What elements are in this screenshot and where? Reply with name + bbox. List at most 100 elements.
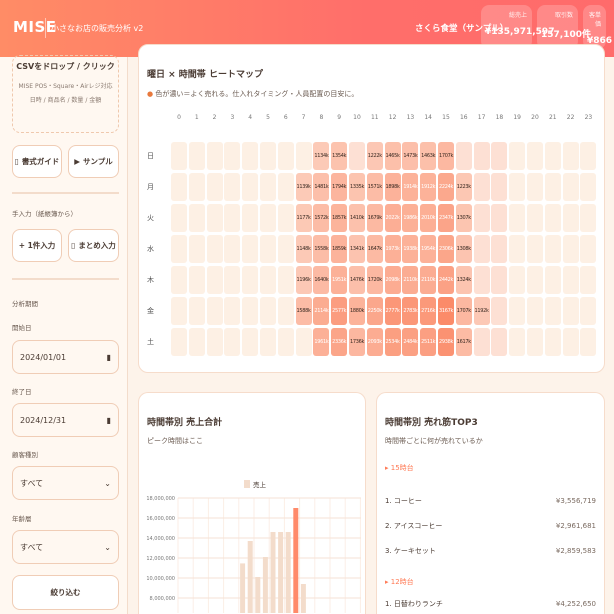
heatmap-cell[interactable]: 2511k (420, 328, 437, 356)
heatmap-cell[interactable] (562, 204, 579, 232)
bar-16h[interactable] (300, 584, 306, 613)
sample-button[interactable]: ▶ サンプル (68, 145, 119, 178)
heatmap-cell[interactable]: 1912k (420, 173, 437, 201)
bar-13h[interactable] (278, 532, 284, 613)
heatmap-cell[interactable] (562, 297, 579, 325)
heatmap-cell[interactable] (188, 204, 205, 232)
heatmap-cell[interactable] (260, 142, 276, 170)
heatmap-cell[interactable] (473, 173, 490, 201)
heatmap-cell[interactable]: 1196k (295, 266, 312, 294)
heatmap-cell[interactable]: 2534k (384, 328, 401, 356)
heatmap-cell[interactable]: 2022k (384, 204, 401, 232)
heatmap-cell[interactable]: 1986k (402, 204, 419, 232)
csv-dropzone[interactable]: CSVをドロップ / クリック MISE POS・Square・Airレジ対応日… (12, 55, 119, 133)
heatmap-cell[interactable]: 2336k (331, 328, 348, 356)
heatmap-cell[interactable] (224, 142, 241, 170)
heatmap-cell[interactable]: 1640k (313, 266, 330, 294)
start-date-input[interactable]: 2024/01/01 ▮ (12, 340, 119, 374)
heatmap-cell[interactable]: 1572k (313, 204, 330, 232)
heatmap-cell[interactable]: 2716k (420, 297, 437, 325)
heatmap-cell[interactable] (544, 328, 561, 356)
heatmap-cell[interactable]: 1571k (366, 173, 383, 201)
heatmap-cell[interactable]: 1192k (473, 297, 490, 325)
format-guide-button[interactable]: ▯ 書式ガイド (12, 145, 62, 178)
heatmap-cell[interactable] (527, 297, 543, 325)
heatmap-cell[interactable]: 1720k (366, 266, 383, 294)
heatmap-cell[interactable] (509, 328, 526, 356)
heatmap-cell[interactable] (473, 266, 490, 294)
heatmap-cell[interactable] (206, 266, 223, 294)
heatmap-cell[interactable] (171, 266, 187, 294)
heatmap-cell[interactable] (188, 235, 205, 263)
heatmap-cell[interactable] (473, 142, 490, 170)
heatmap-cell[interactable] (277, 266, 294, 294)
heatmap-cell[interactable]: 1951k (331, 266, 348, 294)
heatmap-cell[interactable]: 2010k (420, 204, 437, 232)
heatmap-cell[interactable]: 1463k (420, 142, 437, 170)
heatmap-cell[interactable] (277, 328, 294, 356)
heatmap-cell[interactable] (277, 235, 294, 263)
heatmap-cell[interactable] (491, 173, 508, 201)
heatmap-cell[interactable]: 1880k (349, 297, 365, 325)
heatmap-cell[interactable] (562, 328, 579, 356)
heatmap-cell[interactable] (544, 142, 561, 170)
heatmap-cell[interactable]: 1617k (455, 328, 472, 356)
heatmap-cell[interactable] (171, 328, 187, 356)
heatmap-cell[interactable] (188, 173, 205, 201)
heatmap-cell[interactable] (260, 173, 276, 201)
heatmap-cell[interactable]: 2484k (402, 328, 419, 356)
heatmap-cell[interactable] (260, 297, 276, 325)
heatmap-cell[interactable] (242, 173, 259, 201)
heatmap-cell[interactable]: 1481k (313, 173, 330, 201)
heatmap-cell[interactable] (509, 142, 526, 170)
heatmap-cell[interactable]: 1938k (402, 235, 419, 263)
heatmap-cell[interactable]: 1857k (331, 204, 348, 232)
heatmap-cell[interactable]: 1859k (331, 235, 348, 263)
heatmap-cell[interactable]: 2783k (402, 297, 419, 325)
heatmap-cell[interactable]: 2110k (420, 266, 437, 294)
heatmap-cell[interactable]: 2093k (366, 328, 383, 356)
heatmap-cell[interactable]: 1794k (331, 173, 348, 201)
heatmap-cell[interactable] (544, 173, 561, 201)
bar-8h[interactable] (240, 563, 246, 613)
heatmap-cell[interactable] (580, 235, 597, 263)
heatmap-cell[interactable]: 3167k (438, 297, 454, 325)
heatmap-cell[interactable] (544, 235, 561, 263)
heatmap-cell[interactable] (188, 297, 205, 325)
heatmap-cell[interactable]: 1354k (331, 142, 348, 170)
heatmap-cell[interactable] (188, 266, 205, 294)
heatmap-cell[interactable]: 1308k (455, 235, 472, 263)
heatmap-cell[interactable] (171, 142, 187, 170)
heatmap-cell[interactable] (509, 266, 526, 294)
heatmap-cell[interactable] (206, 297, 223, 325)
heatmap-cell[interactable] (224, 328, 241, 356)
heatmap-cell[interactable]: 1898k (384, 173, 401, 201)
heatmap-cell[interactable] (455, 142, 472, 170)
heatmap-cell[interactable] (580, 297, 597, 325)
heatmap-cell[interactable] (277, 142, 294, 170)
heatmap-cell[interactable] (242, 297, 259, 325)
heatmap-cell[interactable]: 1410k (349, 204, 365, 232)
bulk-add-button[interactable]: ▯ まとめ入力 (68, 229, 119, 262)
heatmap-cell[interactable]: 1973k (384, 235, 401, 263)
heatmap-cell[interactable]: 1558k (313, 235, 330, 263)
heatmap-cell[interactable]: 2110k (402, 266, 419, 294)
heatmap-cell[interactable]: 1473k (402, 142, 419, 170)
heatmap-cell[interactable] (491, 266, 508, 294)
heatmap-cell[interactable] (491, 297, 508, 325)
heatmap-cell[interactable]: 1707k (455, 297, 472, 325)
heatmap-cell[interactable]: 2777k (384, 297, 401, 325)
heatmap-cell[interactable] (509, 173, 526, 201)
heatmap-cell[interactable] (544, 204, 561, 232)
heatmap-cell[interactable] (349, 142, 365, 170)
end-date-input[interactable]: 2024/12/31 ▮ (12, 403, 119, 437)
heatmap-cell[interactable] (527, 204, 543, 232)
bar-9h[interactable] (247, 541, 253, 613)
heatmap-cell[interactable] (277, 173, 294, 201)
heatmap-cell[interactable] (295, 328, 312, 356)
heatmap-cell[interactable]: 1177k (295, 204, 312, 232)
heatmap-cell[interactable] (260, 235, 276, 263)
filter-button[interactable]: 絞り込む (12, 575, 119, 610)
heatmap-cell[interactable]: 2442k (438, 266, 454, 294)
heatmap-cell[interactable] (188, 328, 205, 356)
